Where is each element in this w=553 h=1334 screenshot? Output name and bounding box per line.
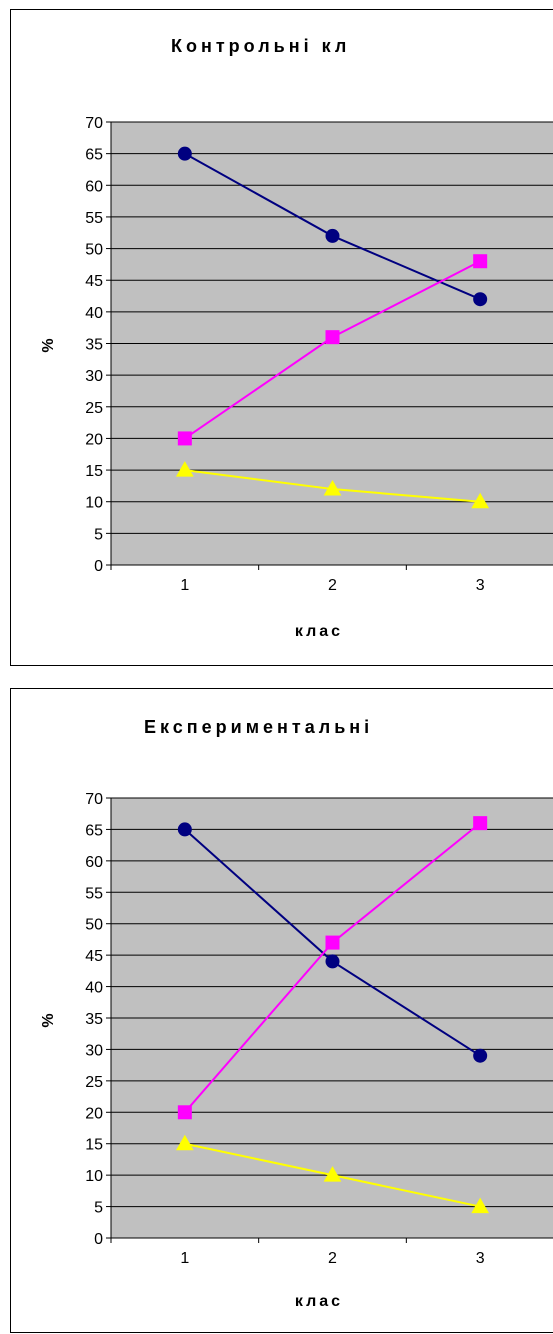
y-tick-label: 10 [85,495,103,512]
y-tick-label: 20 [85,431,103,448]
data-point [177,822,192,837]
y-tick-label: 30 [85,368,103,385]
data-point [325,330,340,345]
chart-control-classes: 0 5 10 15 20 25 30 35 40 45 50 55 60 65 70 1 2 3 Контрольн… [10,9,553,666]
y-tick-label: 35 [85,337,103,354]
y-tick-label: 5 [94,1200,103,1217]
y-tick-label: 40 [85,305,103,322]
x-axis-title: клас [295,1293,343,1310]
data-point [471,1197,490,1214]
y-tick-label: 0 [94,558,103,575]
x-tick-label: 2 [328,577,337,594]
y-axis-title: % [40,1010,57,1027]
y-tick-label: 45 [85,948,103,965]
chart-title: Контрольні кл [171,36,350,56]
x-tick-label: 2 [328,1250,337,1267]
y-tick-label: 5 [94,526,103,543]
y-tick-label: 25 [85,400,103,417]
y-tick-label: 65 [85,822,103,839]
y-tick-label: 45 [85,273,103,290]
y-tick-label: 55 [85,210,103,227]
data-point [177,146,192,161]
data-point [323,480,342,496]
y-tick-label: 15 [85,1137,103,1154]
data-point [325,228,340,243]
data-point [473,1048,488,1063]
chart-title: Експериментальні [144,717,373,737]
y-tick-label: 60 [85,178,103,195]
x-tick-label: 1 [180,1250,189,1267]
y-tick-label: 30 [85,1042,103,1059]
data-point [325,954,340,969]
x-tick-label: 1 [180,577,189,594]
y-tick-label: 70 [85,115,103,132]
y-tick-label: 0 [94,1231,103,1248]
data-point [175,461,194,477]
chart-experimental-svg: 0 5 10 15 20 25 30 35 40 45 50 55 60 65 70 1 2 3 Експериме… [40,717,553,1310]
y-tick-label: 10 [85,1168,103,1185]
x-tick-label: 3 [476,577,485,594]
data-point [471,492,490,509]
chart-control-svg: 0 5 10 15 20 25 30 35 40 45 50 55 60 65 70 1 2 3 Контрольн… [40,36,553,640]
y-axis-title: % [40,335,57,352]
y-tick-label: 25 [85,1074,103,1091]
chart-experimental-classes: 0 5 10 15 20 25 30 35 40 45 50 55 60 65 70 1 2 3 Експериме… [10,688,553,1333]
x-axis-title: клас [295,623,343,640]
y-tick-label: 70 [85,791,103,808]
y-tick-label: 60 [85,854,103,871]
y-tick-label: 40 [85,980,103,997]
y-tick-label: 50 [85,917,103,934]
y-tick-label: 50 [85,242,103,259]
y-tick-label: 35 [85,1011,103,1028]
y-tick-label: 20 [85,1105,103,1122]
data-point [325,935,340,950]
y-tick-label: 15 [85,463,103,480]
data-point [177,431,192,446]
data-point [473,292,488,307]
data-point [473,816,488,831]
x-tick-label: 3 [476,1250,485,1267]
data-point [473,254,488,269]
y-tick-label: 65 [85,147,103,164]
data-point [323,1166,342,1182]
data-point [177,1105,192,1120]
y-tick-label: 55 [85,885,103,902]
data-point [175,1134,194,1151]
